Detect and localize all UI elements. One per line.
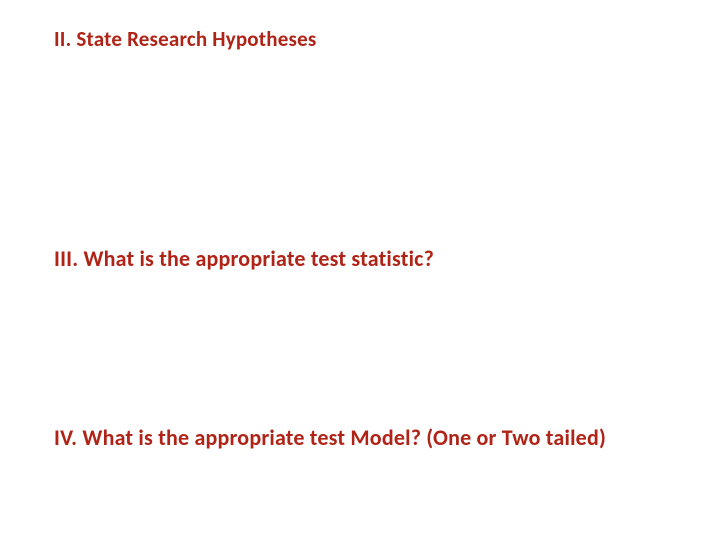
section-4-heading: IV. What is the appropriate test Model? …	[54, 424, 606, 451]
section-2-heading: II. State Research Hypotheses	[54, 26, 316, 52]
section-3-heading: III. What is the appropriate test statis…	[54, 245, 434, 272]
